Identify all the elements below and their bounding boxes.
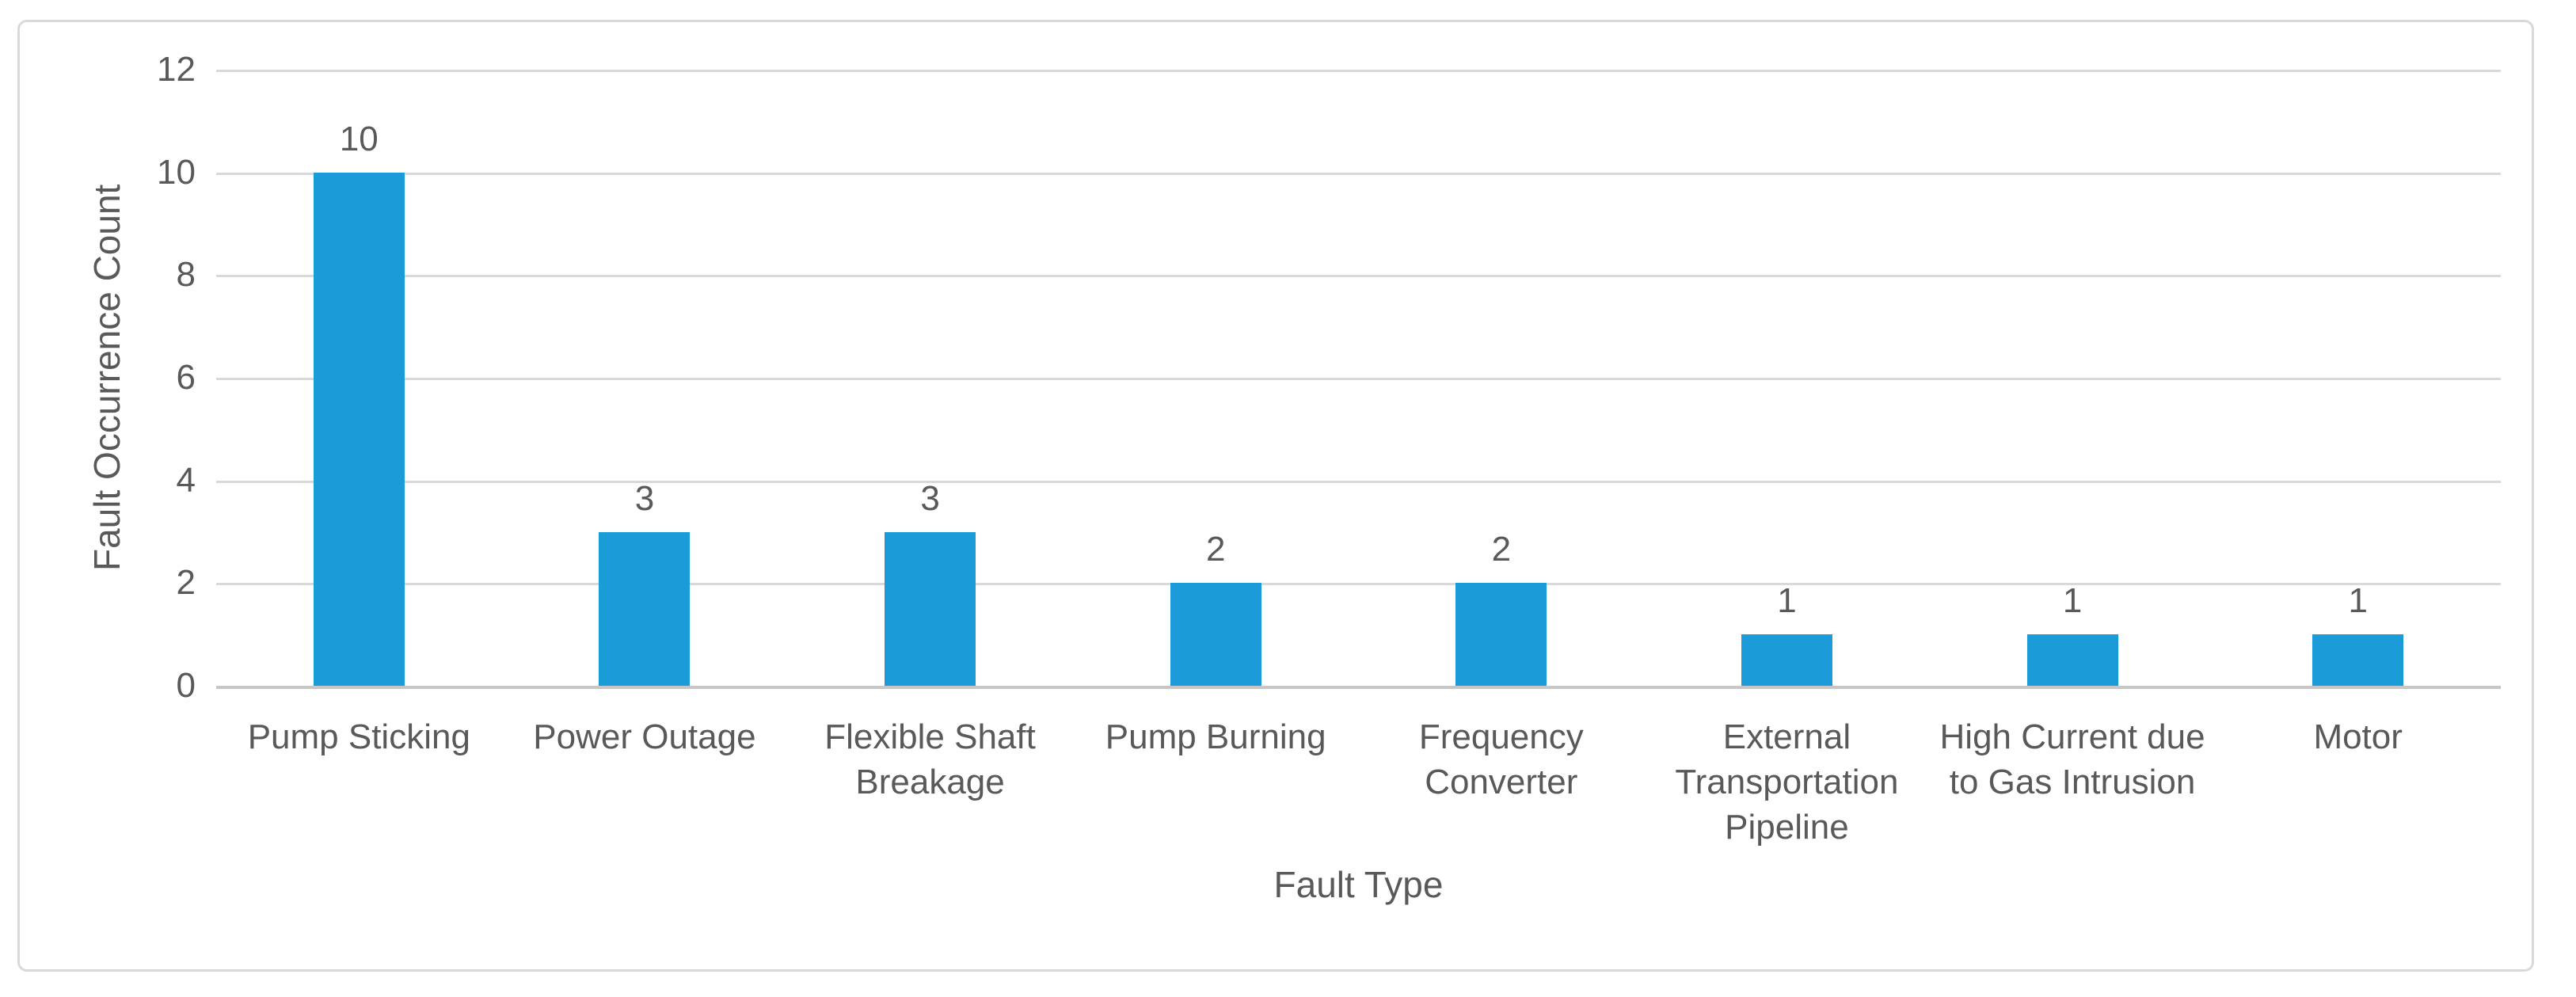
category-cell-2: Flexible Shaft Breakage [787, 714, 1073, 850]
category-cell-3: Pump Burning [1073, 714, 1359, 850]
bar-4 [1455, 583, 1547, 686]
bar-value-label-0: 10 [339, 119, 379, 158]
y-tick-label-4: 4 [176, 460, 196, 500]
bar-7 [2312, 634, 2404, 686]
bar-value-label-4: 2 [1491, 530, 1512, 569]
category-label-7: Motor [2313, 717, 2403, 756]
x-axis-title: Fault Type [1273, 864, 1444, 905]
y-tick-label-6: 6 [176, 358, 196, 397]
category-cell-7: Motor [2215, 714, 2501, 850]
category-cell-1: Power Outage [502, 714, 788, 850]
bar-3 [1170, 583, 1261, 686]
category-cell-6: High Current due to Gas Intrusion [1930, 714, 2216, 850]
y-tick-label-12: 12 [157, 50, 196, 89]
category-label-2: Flexible Shaft Breakage [824, 717, 1036, 801]
category-cell-4: Frequency Converter [1359, 714, 1645, 850]
category-label-0: Pump Sticking [247, 717, 470, 756]
gridline-y-10 [216, 172, 2501, 175]
category-label-5: External Transportation Pipeline [1675, 717, 1899, 847]
bar-value-label-7: 1 [2348, 581, 2368, 621]
y-tick-label-8: 8 [176, 255, 196, 295]
bar-6 [2026, 634, 2118, 686]
category-cell-0: Pump Sticking [216, 714, 502, 850]
category-label-6: High Current due to Gas Intrusion [1939, 717, 2205, 801]
bar-5 [1741, 634, 1832, 686]
bar-value-label-5: 1 [1777, 581, 1797, 621]
chart-area: Fault Occurrence Count 0 2 4 6 8 10 12 10 3 3 2 2 1… [17, 20, 2534, 972]
bar-value-label-6: 1 [2062, 581, 2083, 621]
y-tick-label-10: 10 [157, 152, 196, 192]
y-tick-label-2: 2 [176, 563, 196, 603]
gridline-y-6 [216, 378, 2501, 380]
bar-value-label-1: 3 [634, 478, 655, 518]
gridline-y-8 [216, 275, 2501, 278]
x-axis-category-labels: Pump Sticking Power Outage Flexible Shaft … [216, 714, 2501, 850]
bar-1 [599, 531, 691, 686]
category-label-3: Pump Burning [1105, 717, 1326, 756]
gridline-y-12 [216, 70, 2501, 72]
category-label-1: Power Outage [533, 717, 756, 756]
gridline-y-2 [216, 583, 2501, 586]
category-label-4: Frequency Converter [1418, 717, 1584, 801]
bar-0 [313, 172, 405, 686]
gridline-y-4 [216, 480, 2501, 483]
plot-area: 10 3 3 2 2 1 1 1 [216, 70, 2501, 689]
category-cell-5: External Transportation Pipeline [1644, 714, 1930, 850]
y-tick-label-0: 0 [176, 666, 196, 705]
bar-value-label-2: 3 [920, 478, 940, 518]
bar-2 [885, 531, 976, 686]
bar-value-label-3: 2 [1205, 530, 1226, 569]
